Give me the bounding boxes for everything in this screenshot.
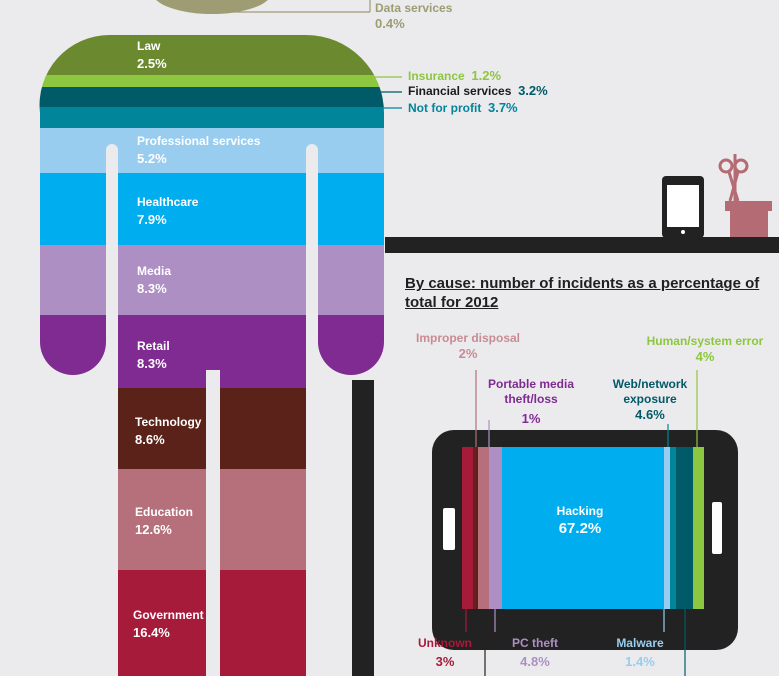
label-value: 3% bbox=[435, 654, 455, 669]
shelf-bar bbox=[385, 237, 779, 253]
label-value: 4.6% bbox=[635, 407, 665, 422]
label-value: 8.6% bbox=[135, 432, 165, 448]
cause-leader-lines bbox=[465, 370, 698, 676]
label-text: Unknown bbox=[418, 636, 472, 650]
label-technology: Technology 8.6% bbox=[135, 414, 201, 450]
label-unknown: Unknown 3% bbox=[405, 636, 485, 669]
cause-bar-unknown bbox=[462, 447, 473, 609]
label-value: 8.3% bbox=[137, 356, 167, 372]
label-human-system-error: Human/system error 4% bbox=[635, 334, 775, 364]
label-value: 4% bbox=[695, 349, 715, 364]
label-text: Retail bbox=[137, 339, 170, 353]
label-text: Government bbox=[133, 608, 204, 622]
band-not-for-profit bbox=[39, 107, 384, 128]
band-financial-services bbox=[39, 87, 384, 107]
label-text: PC theft bbox=[512, 636, 558, 650]
cause-bars bbox=[462, 447, 704, 609]
cup-with-scissors-icon bbox=[718, 154, 772, 237]
label-value: 12.6% bbox=[135, 522, 172, 538]
label-media: Media 8.3% bbox=[137, 263, 171, 299]
label-not-for-profit: Not for profit 3.7% bbox=[408, 100, 518, 115]
band-healthcare bbox=[39, 173, 384, 245]
label-text: Not for profit bbox=[408, 101, 482, 115]
label-value: 5.2% bbox=[137, 151, 167, 167]
label-value: 7.9% bbox=[137, 212, 167, 228]
label-text: Education bbox=[135, 505, 194, 519]
cause-bar-web-network-exposure bbox=[670, 447, 676, 609]
label-education: Education 12.6% bbox=[135, 504, 193, 540]
cause-bar-portable-media-theft-loss bbox=[478, 447, 489, 609]
cause-bar-improper-disposal bbox=[476, 447, 478, 609]
label-government: Government 16.4% bbox=[133, 607, 204, 643]
label-retail: Retail 8.3% bbox=[137, 338, 170, 374]
leader-lines bbox=[212, 0, 402, 109]
label-text: Human/system error bbox=[646, 334, 764, 348]
label-data-services: Data services 0.4% bbox=[375, 0, 452, 32]
label-insurance: Insurance 1.2% bbox=[408, 68, 501, 83]
label-improper-disposal: Improper disposal 2% bbox=[408, 331, 528, 361]
label-web-network-exposure: Web/network exposure 4.6% bbox=[600, 377, 700, 422]
label-value: 2.5% bbox=[137, 56, 167, 72]
label-text: Portable media theft/loss bbox=[487, 377, 575, 406]
band-insurance bbox=[39, 75, 384, 87]
label-text: Data services bbox=[375, 1, 453, 15]
label-text: Hacking bbox=[556, 504, 604, 518]
label-professional-services: Professional services 5.2% bbox=[137, 133, 260, 169]
cause-bar-pc-theft bbox=[489, 447, 502, 609]
label-value: 0.4% bbox=[375, 16, 405, 31]
band-professional-services bbox=[39, 128, 384, 173]
label-hacking: Hacking 67.2% bbox=[530, 504, 630, 536]
label-value: 1.4% bbox=[625, 654, 655, 669]
label-text: Financial services bbox=[408, 84, 512, 98]
label-text: Malware bbox=[616, 636, 664, 650]
label-financial-services: Financial services 3.2% bbox=[408, 83, 548, 98]
label-value: 1% bbox=[521, 411, 541, 426]
label-value: 16.4% bbox=[133, 625, 170, 641]
band-media bbox=[39, 245, 384, 315]
label-text: Media bbox=[137, 264, 172, 278]
band-law bbox=[39, 35, 384, 75]
phone-icon bbox=[662, 176, 704, 238]
label-value: 3.7% bbox=[487, 100, 518, 115]
band-retail bbox=[39, 315, 384, 388]
cause-bar-segment bbox=[676, 447, 693, 609]
cause-bar-malware bbox=[664, 447, 670, 609]
label-pc-theft: PC theft 4.8% bbox=[495, 636, 575, 669]
cause-bar-improper-disposal bbox=[473, 447, 476, 609]
label-text: Professional services bbox=[137, 134, 261, 148]
label-text: Insurance bbox=[408, 69, 465, 83]
label-value: 3.2% bbox=[518, 83, 548, 98]
label-value: 67.2% bbox=[558, 520, 602, 537]
label-text: Web/network exposure bbox=[612, 377, 688, 406]
label-malware: Malware 1.4% bbox=[600, 636, 680, 669]
label-value: 4.8% bbox=[520, 654, 550, 669]
label-value: 2% bbox=[458, 346, 478, 361]
label-portable-media: Portable media theft/loss 1% bbox=[481, 377, 581, 426]
label-value: 8.3% bbox=[137, 281, 167, 297]
cause-bar-human-system-error bbox=[693, 447, 704, 609]
label-text: Technology bbox=[135, 415, 202, 429]
cause-bar-hacking bbox=[502, 447, 664, 609]
cause-chart-title: By cause: number of incidents as a perce… bbox=[405, 275, 760, 311]
label-text: Improper disposal bbox=[415, 331, 521, 345]
figure-head bbox=[156, 0, 268, 14]
label-law: Law 2.5% bbox=[137, 38, 167, 74]
label-value: 1.2% bbox=[471, 68, 502, 83]
label-text: Law bbox=[137, 39, 161, 53]
vertical-divider bbox=[352, 380, 374, 676]
label-text: Healthcare bbox=[137, 195, 199, 209]
label-healthcare: Healthcare 7.9% bbox=[137, 194, 198, 230]
